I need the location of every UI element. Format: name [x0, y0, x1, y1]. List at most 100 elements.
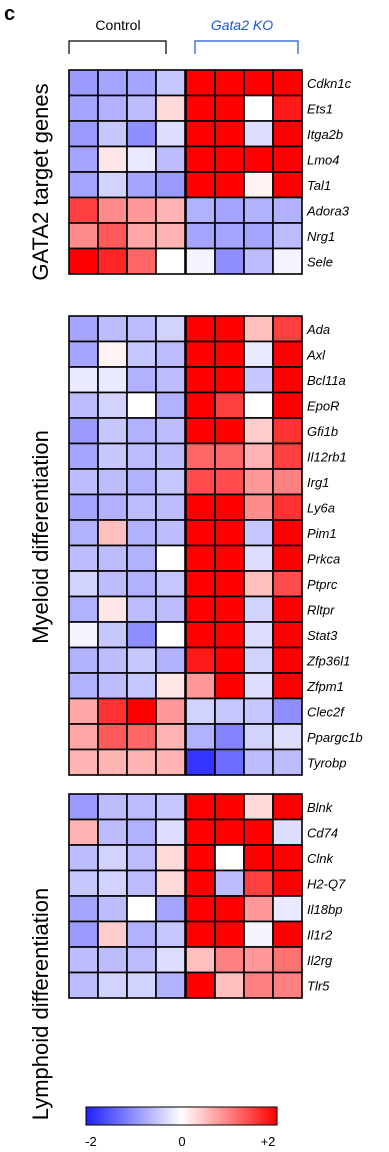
heatmap-cell — [272, 920, 303, 948]
heatmap-cell — [185, 196, 216, 224]
heatmap-cell — [185, 869, 216, 897]
heatmap-cell — [155, 697, 186, 725]
heatmap-cell — [68, 145, 99, 173]
heatmap-cell — [68, 621, 99, 649]
heatmap-cell — [97, 69, 128, 97]
heatmap-cell — [214, 920, 245, 948]
heatmap-cell — [97, 697, 128, 725]
heatmap-cell — [155, 391, 186, 419]
gene-label: Tlr5 — [307, 978, 330, 993]
heatmap-cell — [155, 94, 186, 122]
heatmap-cell — [243, 818, 274, 846]
heatmap-cell — [243, 315, 274, 343]
heatmap-cell — [243, 844, 274, 872]
heatmap-cell — [155, 493, 186, 521]
heatmap-cell — [97, 818, 128, 846]
heatmap-cell — [97, 971, 128, 999]
heatmap-cell — [243, 247, 274, 275]
heatmap-cell — [272, 595, 303, 623]
heatmap-cell — [126, 120, 157, 148]
heatmap-cell — [126, 69, 157, 97]
gene-label: Blnk — [307, 800, 334, 815]
heatmap-cell — [272, 672, 303, 700]
heatmap-cell — [97, 570, 128, 598]
heatmap-cell — [272, 196, 303, 224]
heatmap-cell — [155, 544, 186, 572]
heatmap-cell — [155, 920, 186, 948]
heatmap-cell — [243, 391, 274, 419]
gene-label: H2-Q7 — [307, 876, 346, 891]
heatmap-cell — [272, 145, 303, 173]
heatmap-cell — [243, 646, 274, 674]
group-bracket-control — [68, 40, 167, 54]
heatmap-cell — [243, 697, 274, 725]
heatmap-cell — [214, 544, 245, 572]
gene-labels: Cdkn1c Ets1 Itga2b Lmo4 Tal1 Adora3 Nrg1 Sele Ad… — [306, 76, 363, 993]
heatmap-cell — [126, 222, 157, 250]
heatmap-cell — [243, 94, 274, 122]
heatmap-cell — [68, 171, 99, 199]
gene-label: Ppargc1b — [307, 730, 363, 745]
heatmap-cell — [243, 340, 274, 368]
heatmap-cell — [214, 94, 245, 122]
heatmap-cell — [155, 222, 186, 250]
heatmap-cell — [126, 869, 157, 897]
heatmap-cell — [126, 748, 157, 776]
heatmap-cell — [185, 895, 216, 923]
heatmap-cell — [185, 793, 216, 821]
heatmap-cell — [155, 595, 186, 623]
heatmap-cell — [68, 519, 99, 547]
heatmap-cell — [126, 442, 157, 470]
heatmap-cell — [214, 417, 245, 445]
heatmap-cell — [272, 793, 303, 821]
heatmap-cell — [214, 366, 245, 394]
heatmap-cell — [243, 946, 274, 974]
heatmap-cell — [126, 971, 157, 999]
heatmap-cell — [243, 595, 274, 623]
heatmap-cell — [155, 69, 186, 97]
heatmap-cell — [97, 869, 128, 897]
heatmap-cell — [243, 196, 274, 224]
gene-label: Sele — [307, 254, 333, 269]
heatmap-cell — [243, 920, 274, 948]
heatmap-cell — [214, 196, 245, 224]
heatmap-cell — [68, 971, 99, 999]
heatmap-cell — [272, 171, 303, 199]
heatmap-cell — [243, 417, 274, 445]
heatmap-cell — [272, 697, 303, 725]
heatmap-cell — [68, 646, 99, 674]
heatmap-cell — [155, 971, 186, 999]
heatmap-cell — [97, 171, 128, 199]
heatmap-cell — [185, 120, 216, 148]
heatmap-cell — [272, 971, 303, 999]
heatmap-cell — [243, 544, 274, 572]
heatmap-cell — [68, 120, 99, 148]
heatmap-cell — [272, 723, 303, 751]
heatmap-cell — [68, 672, 99, 700]
heatmap-cell — [214, 519, 245, 547]
colorbar — [85, 1106, 278, 1126]
heatmap-cell — [68, 869, 99, 897]
gene-label: Il2rg — [307, 953, 333, 968]
heatmap-cell — [185, 844, 216, 872]
gene-label: EpoR — [307, 398, 340, 413]
heatmap-cell — [97, 493, 128, 521]
heatmap-cell — [185, 672, 216, 700]
heatmap-cell — [214, 723, 245, 751]
heatmap-cell — [272, 493, 303, 521]
heatmap-cell — [272, 818, 303, 846]
gene-label: Ada — [306, 322, 330, 337]
heatmap-cell — [155, 171, 186, 199]
colorbar-tick-mid: 0 — [178, 1134, 185, 1149]
heatmap-cell — [126, 946, 157, 974]
heatmap-cell — [68, 844, 99, 872]
heatmap-cell — [126, 417, 157, 445]
heatmap-cell — [272, 366, 303, 394]
colorbar-tick-high: +2 — [261, 1134, 276, 1149]
heatmap-cell — [126, 595, 157, 623]
heatmap-cell — [214, 869, 245, 897]
heatmap-cell — [155, 818, 186, 846]
heatmap-cell — [185, 544, 216, 572]
heatmap-cell — [243, 171, 274, 199]
heatmap-cell — [126, 646, 157, 674]
